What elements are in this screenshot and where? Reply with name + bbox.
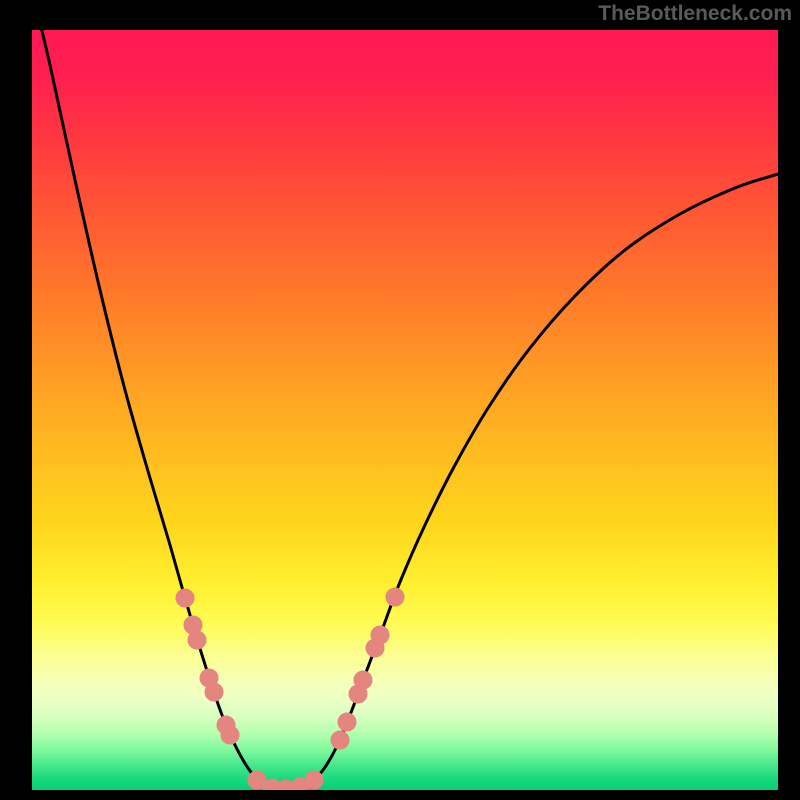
data-marker bbox=[305, 771, 323, 789]
data-marker bbox=[205, 683, 223, 701]
data-marker bbox=[386, 588, 404, 606]
data-marker bbox=[354, 671, 372, 689]
watermark-text: TheBottleneck.com bbox=[598, 2, 792, 26]
data-marker bbox=[221, 726, 239, 744]
valley-curve-path bbox=[32, 30, 778, 789]
data-marker bbox=[331, 731, 349, 749]
data-marker bbox=[338, 713, 356, 731]
chart-area bbox=[32, 30, 778, 790]
data-marker bbox=[371, 626, 389, 644]
data-marker bbox=[176, 589, 194, 607]
data-marker bbox=[188, 631, 206, 649]
valley-curve-svg bbox=[32, 30, 778, 790]
